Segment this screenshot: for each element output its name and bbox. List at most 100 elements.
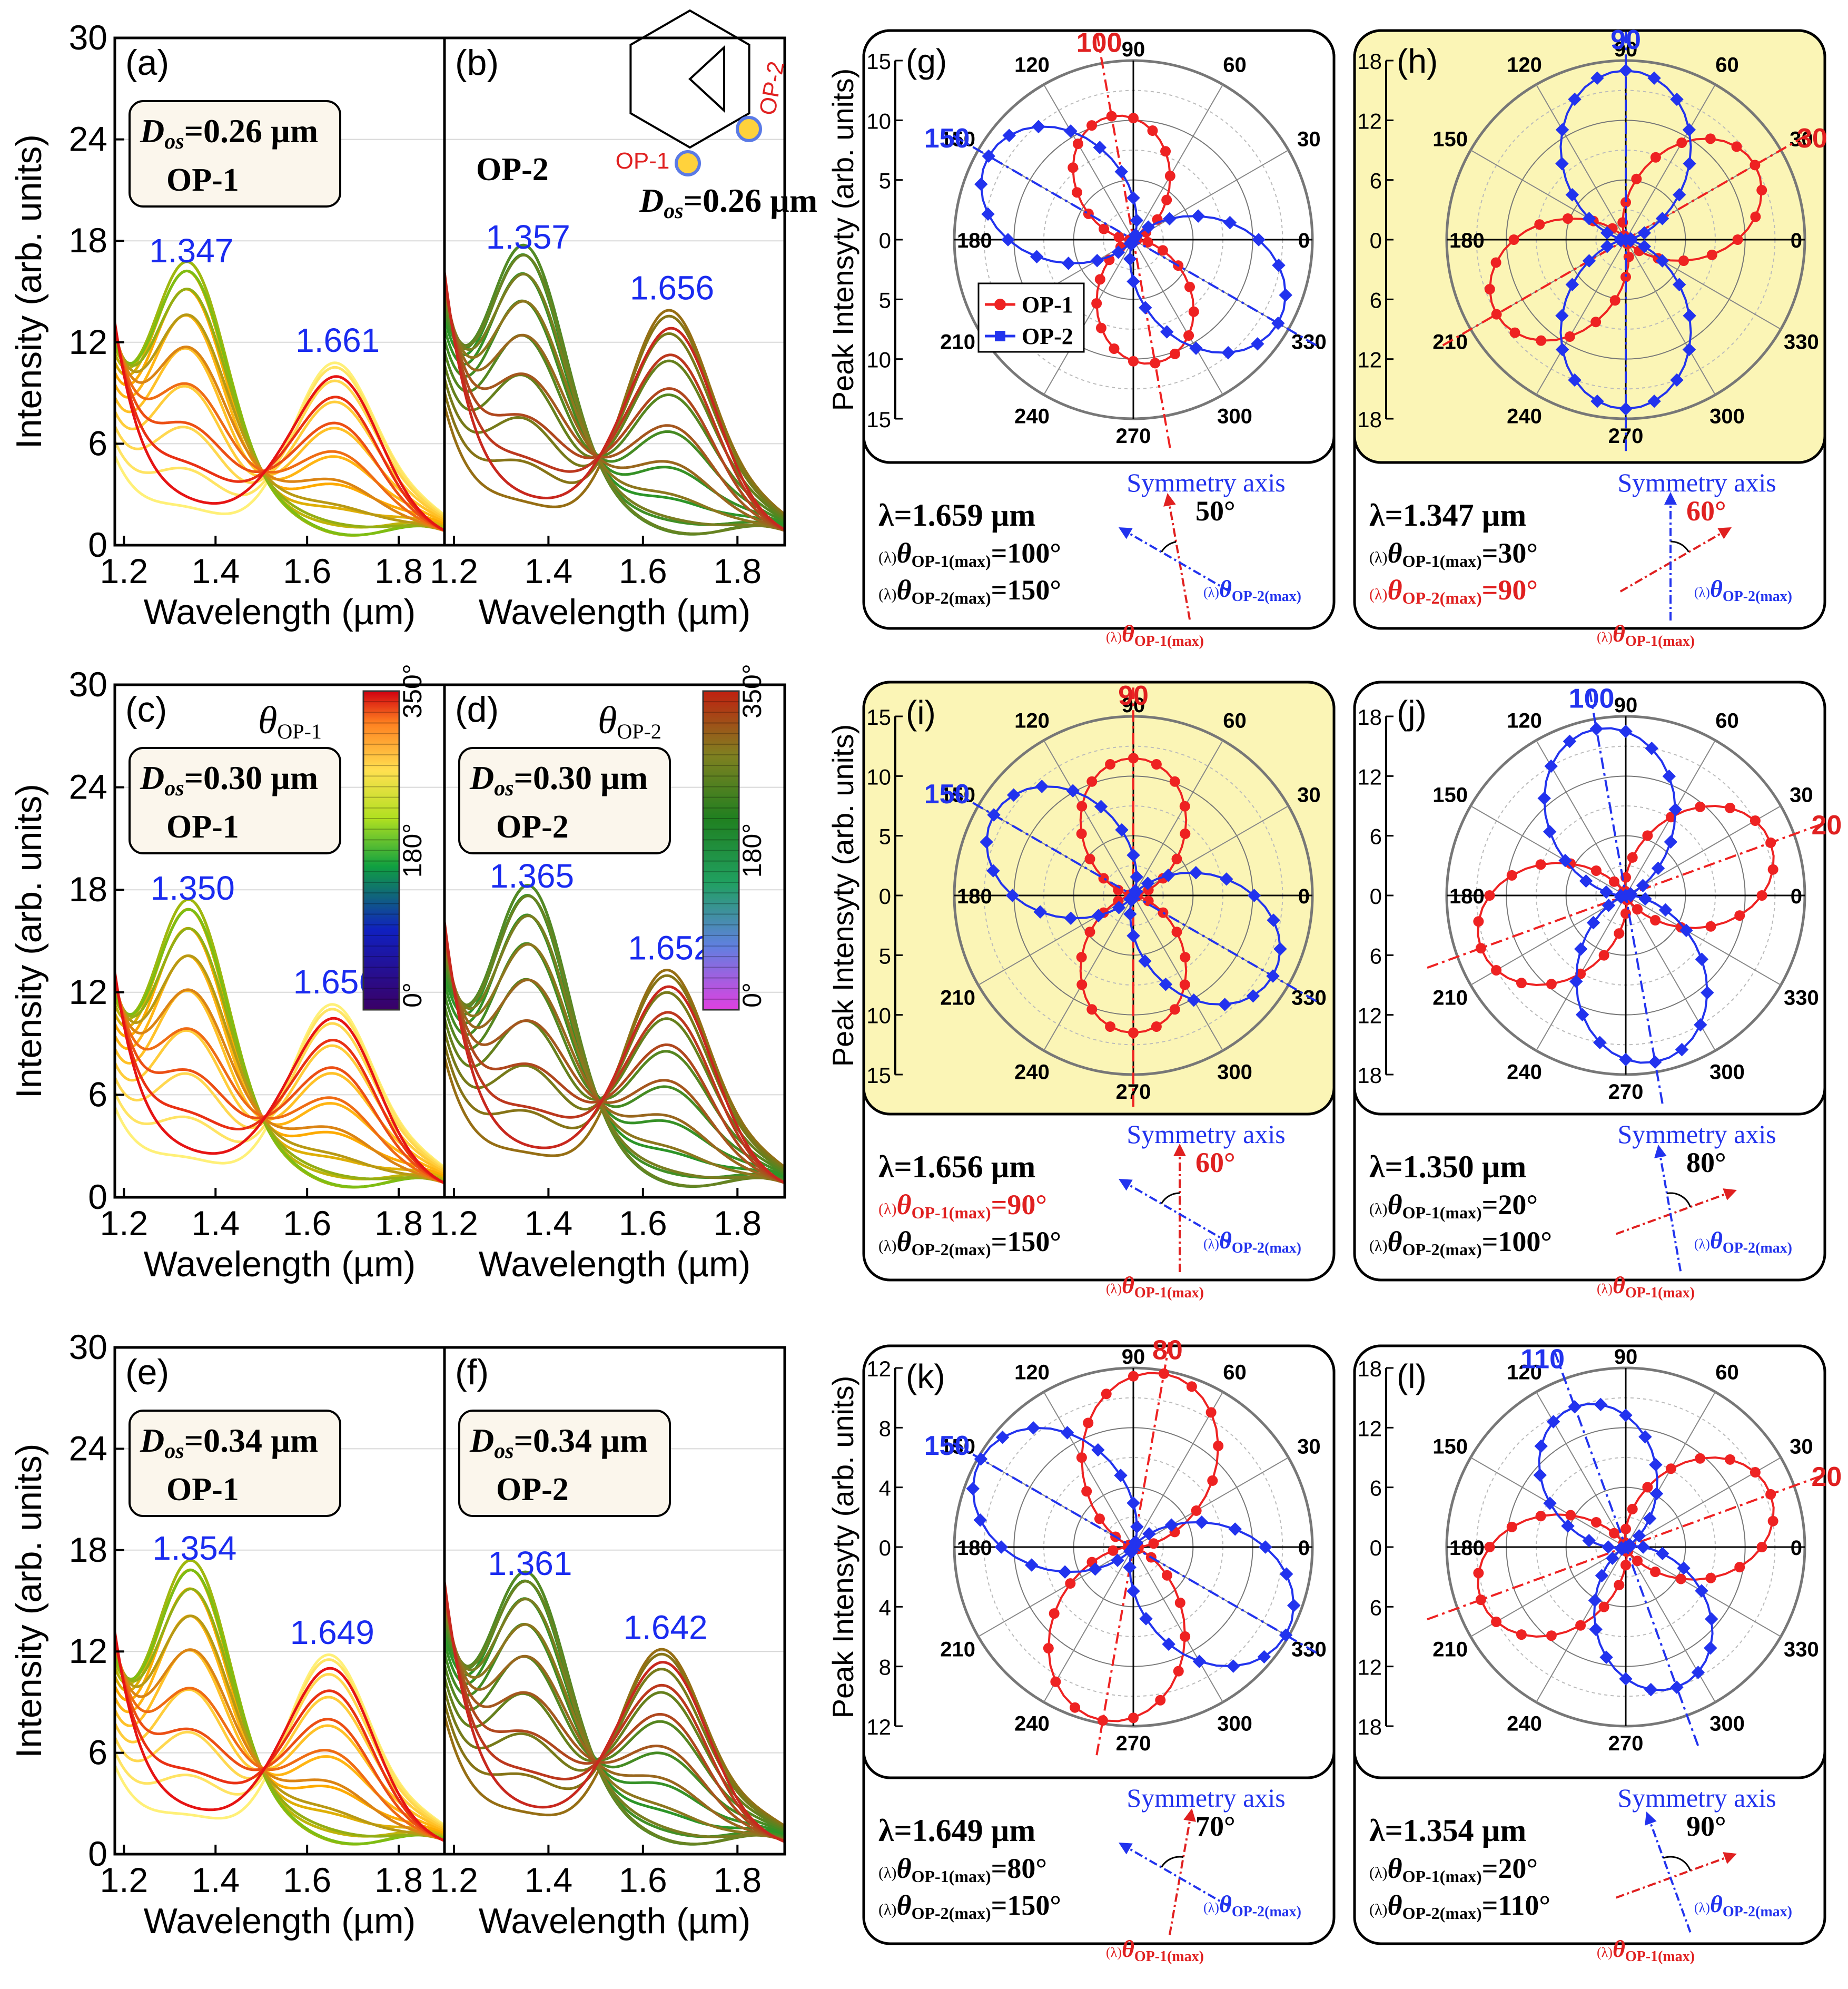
diagram-angle-arc: [1663, 1856, 1691, 1871]
polar-angle-label: 60: [1715, 54, 1739, 77]
polar-angle-label: 180: [957, 1537, 992, 1560]
radial-tick-label: 6: [1370, 1595, 1382, 1620]
info-box: [129, 1410, 341, 1517]
dos-value: =0.34 µm: [514, 1422, 648, 1459]
wavelength-label: λ=1.649 µm: [878, 1813, 1035, 1848]
colorbar-tick: 180°: [398, 823, 427, 878]
polar-angle-label: 60: [1715, 1361, 1739, 1384]
theta-value: =100°: [991, 537, 1061, 569]
colorbar-tick: 350°: [398, 664, 427, 718]
theta-symbol: θ: [1388, 1889, 1402, 1921]
diagram-angle-arc: [1161, 541, 1177, 553]
lambda-prefix: (λ): [1694, 1236, 1710, 1252]
spectrum-curve: [115, 1639, 444, 1842]
x-tick-label: 1.2: [100, 1204, 149, 1243]
diagram-op1-arrow: [1183, 1808, 1196, 1822]
theta-value: =150°: [991, 1889, 1061, 1921]
polar-spoke: [1133, 239, 1223, 395]
spectrum-curve: [115, 1634, 444, 1842]
x-tick-label: 1.4: [191, 1204, 240, 1243]
peak-label: 1.357: [486, 218, 570, 256]
polar-angle-label: 180: [957, 885, 992, 908]
lambda-prefix: (λ): [1597, 629, 1613, 645]
diagram-op2-axis: [1649, 1823, 1692, 1933]
x-axis-label: Wavelength (µm): [144, 1901, 416, 1941]
spectrum-curve: [444, 1598, 785, 1841]
polar-angle-label: 150: [1432, 128, 1468, 151]
polar-spoke: [1043, 740, 1134, 896]
radial-tick-label: 8: [879, 1655, 891, 1680]
panel-label: (d): [455, 690, 499, 730]
polar-angle-label: 240: [1507, 1060, 1542, 1084]
op2-axis-line: [950, 789, 1317, 1002]
y-tick-label: 30: [69, 665, 107, 704]
spectrum-curve: [444, 1676, 785, 1831]
polar-angle-label: 0: [1791, 1537, 1802, 1560]
lambda-prefix: (λ): [878, 549, 897, 566]
radial-tick-label: 5: [879, 824, 891, 849]
radial-tick-label: 15: [866, 49, 891, 74]
x-tick-label: 1.8: [713, 552, 762, 590]
symmetry-axis-title: Symmetry axis: [1617, 1783, 1776, 1813]
diagram-op2-axis: [1129, 533, 1231, 593]
theta-subscript: OP-2: [617, 720, 661, 743]
y-tick-label: 6: [88, 1733, 107, 1772]
radial-tick-label: 18: [1357, 407, 1382, 432]
radial-tick-label: 18: [1357, 1715, 1382, 1739]
plot-box: [1353, 1344, 1826, 1779]
x-tick-label: 1.4: [525, 1204, 573, 1243]
radial-tick-label: 12: [1357, 109, 1382, 133]
radial-tick-label: 0: [879, 884, 891, 909]
peak-label: 1.642: [623, 1609, 707, 1647]
theta-symbol: θ: [1710, 1227, 1723, 1254]
dos-value: =0.34 µm: [184, 1422, 319, 1459]
polar-angle-label: 270: [1116, 1732, 1151, 1755]
x-tick-label: 1.6: [283, 552, 331, 590]
theta-subscript: OP-1(max): [912, 1203, 991, 1222]
theta-symbol: θ: [1122, 1935, 1134, 1962]
radial-tick-label: 12: [1357, 1003, 1382, 1028]
lambda-prefix: (λ): [1203, 1236, 1219, 1252]
max-angle-label: 100: [1076, 28, 1122, 58]
theta-subscript: OP-1(max): [1402, 1203, 1482, 1222]
polar-angle-label: 330: [1784, 987, 1819, 1010]
y-tick-label: 30: [69, 1327, 107, 1366]
panel-label: (a): [125, 43, 169, 83]
lambda-prefix: (λ): [1369, 549, 1388, 566]
diagram-angle-arc: [1161, 1856, 1184, 1868]
op2-axis-line: [1588, 687, 1664, 1104]
hexagon-inset: [629, 9, 750, 149]
op-label: OP-2: [496, 809, 569, 845]
diagram-angle-value: 70°: [1195, 1810, 1236, 1842]
x-tick-label: 1.6: [619, 552, 667, 590]
symmetry-axis-title: Symmetry axis: [1617, 1119, 1776, 1149]
x-axis-label: Wavelength (µm): [144, 1244, 416, 1284]
spectrum-curve: [444, 1596, 785, 1842]
polar-spoke: [1625, 84, 1716, 240]
theta-subscript: OP-2(max): [1402, 1240, 1482, 1259]
diagram-op1-label: (λ)θOP-1(max): [1597, 620, 1695, 649]
colorbar: [362, 690, 400, 1011]
polar-angle-label: 300: [1217, 1712, 1252, 1735]
inset-op1-label: OP-1: [616, 148, 670, 174]
op-label: OP-2: [476, 152, 549, 188]
wavelength-label: λ=1.350 µm: [1369, 1149, 1526, 1184]
theta-subscript: OP-1(max): [1402, 1867, 1482, 1886]
info-box: [458, 747, 671, 854]
x-tick-label: 1.8: [713, 1204, 762, 1243]
polar-angle-label: 270: [1608, 1080, 1644, 1104]
polar-spoke: [1133, 1547, 1223, 1702]
spectrum-curve: [444, 1592, 785, 1843]
theta-subscript: OP-2(max): [1402, 1904, 1482, 1923]
theta-subscript: OP-2(max): [912, 588, 991, 607]
diagram-op2-arrow: [1645, 1811, 1657, 1826]
op2-axis-line: [1552, 1348, 1699, 1746]
diagram-op1-arrow: [1723, 1852, 1737, 1864]
dos-symbol: D: [140, 1422, 164, 1459]
y-tick-label: 12: [69, 322, 107, 361]
colorbar-tick: 0°: [398, 982, 427, 1008]
symmetry-axis-title: Symmetry axis: [1126, 1119, 1285, 1149]
polar-angle-label: 120: [1507, 710, 1542, 733]
polar-y-label: Peak Intensyty (arb. units): [826, 68, 859, 411]
dos-label: Dos=0.30 µm: [140, 759, 318, 801]
